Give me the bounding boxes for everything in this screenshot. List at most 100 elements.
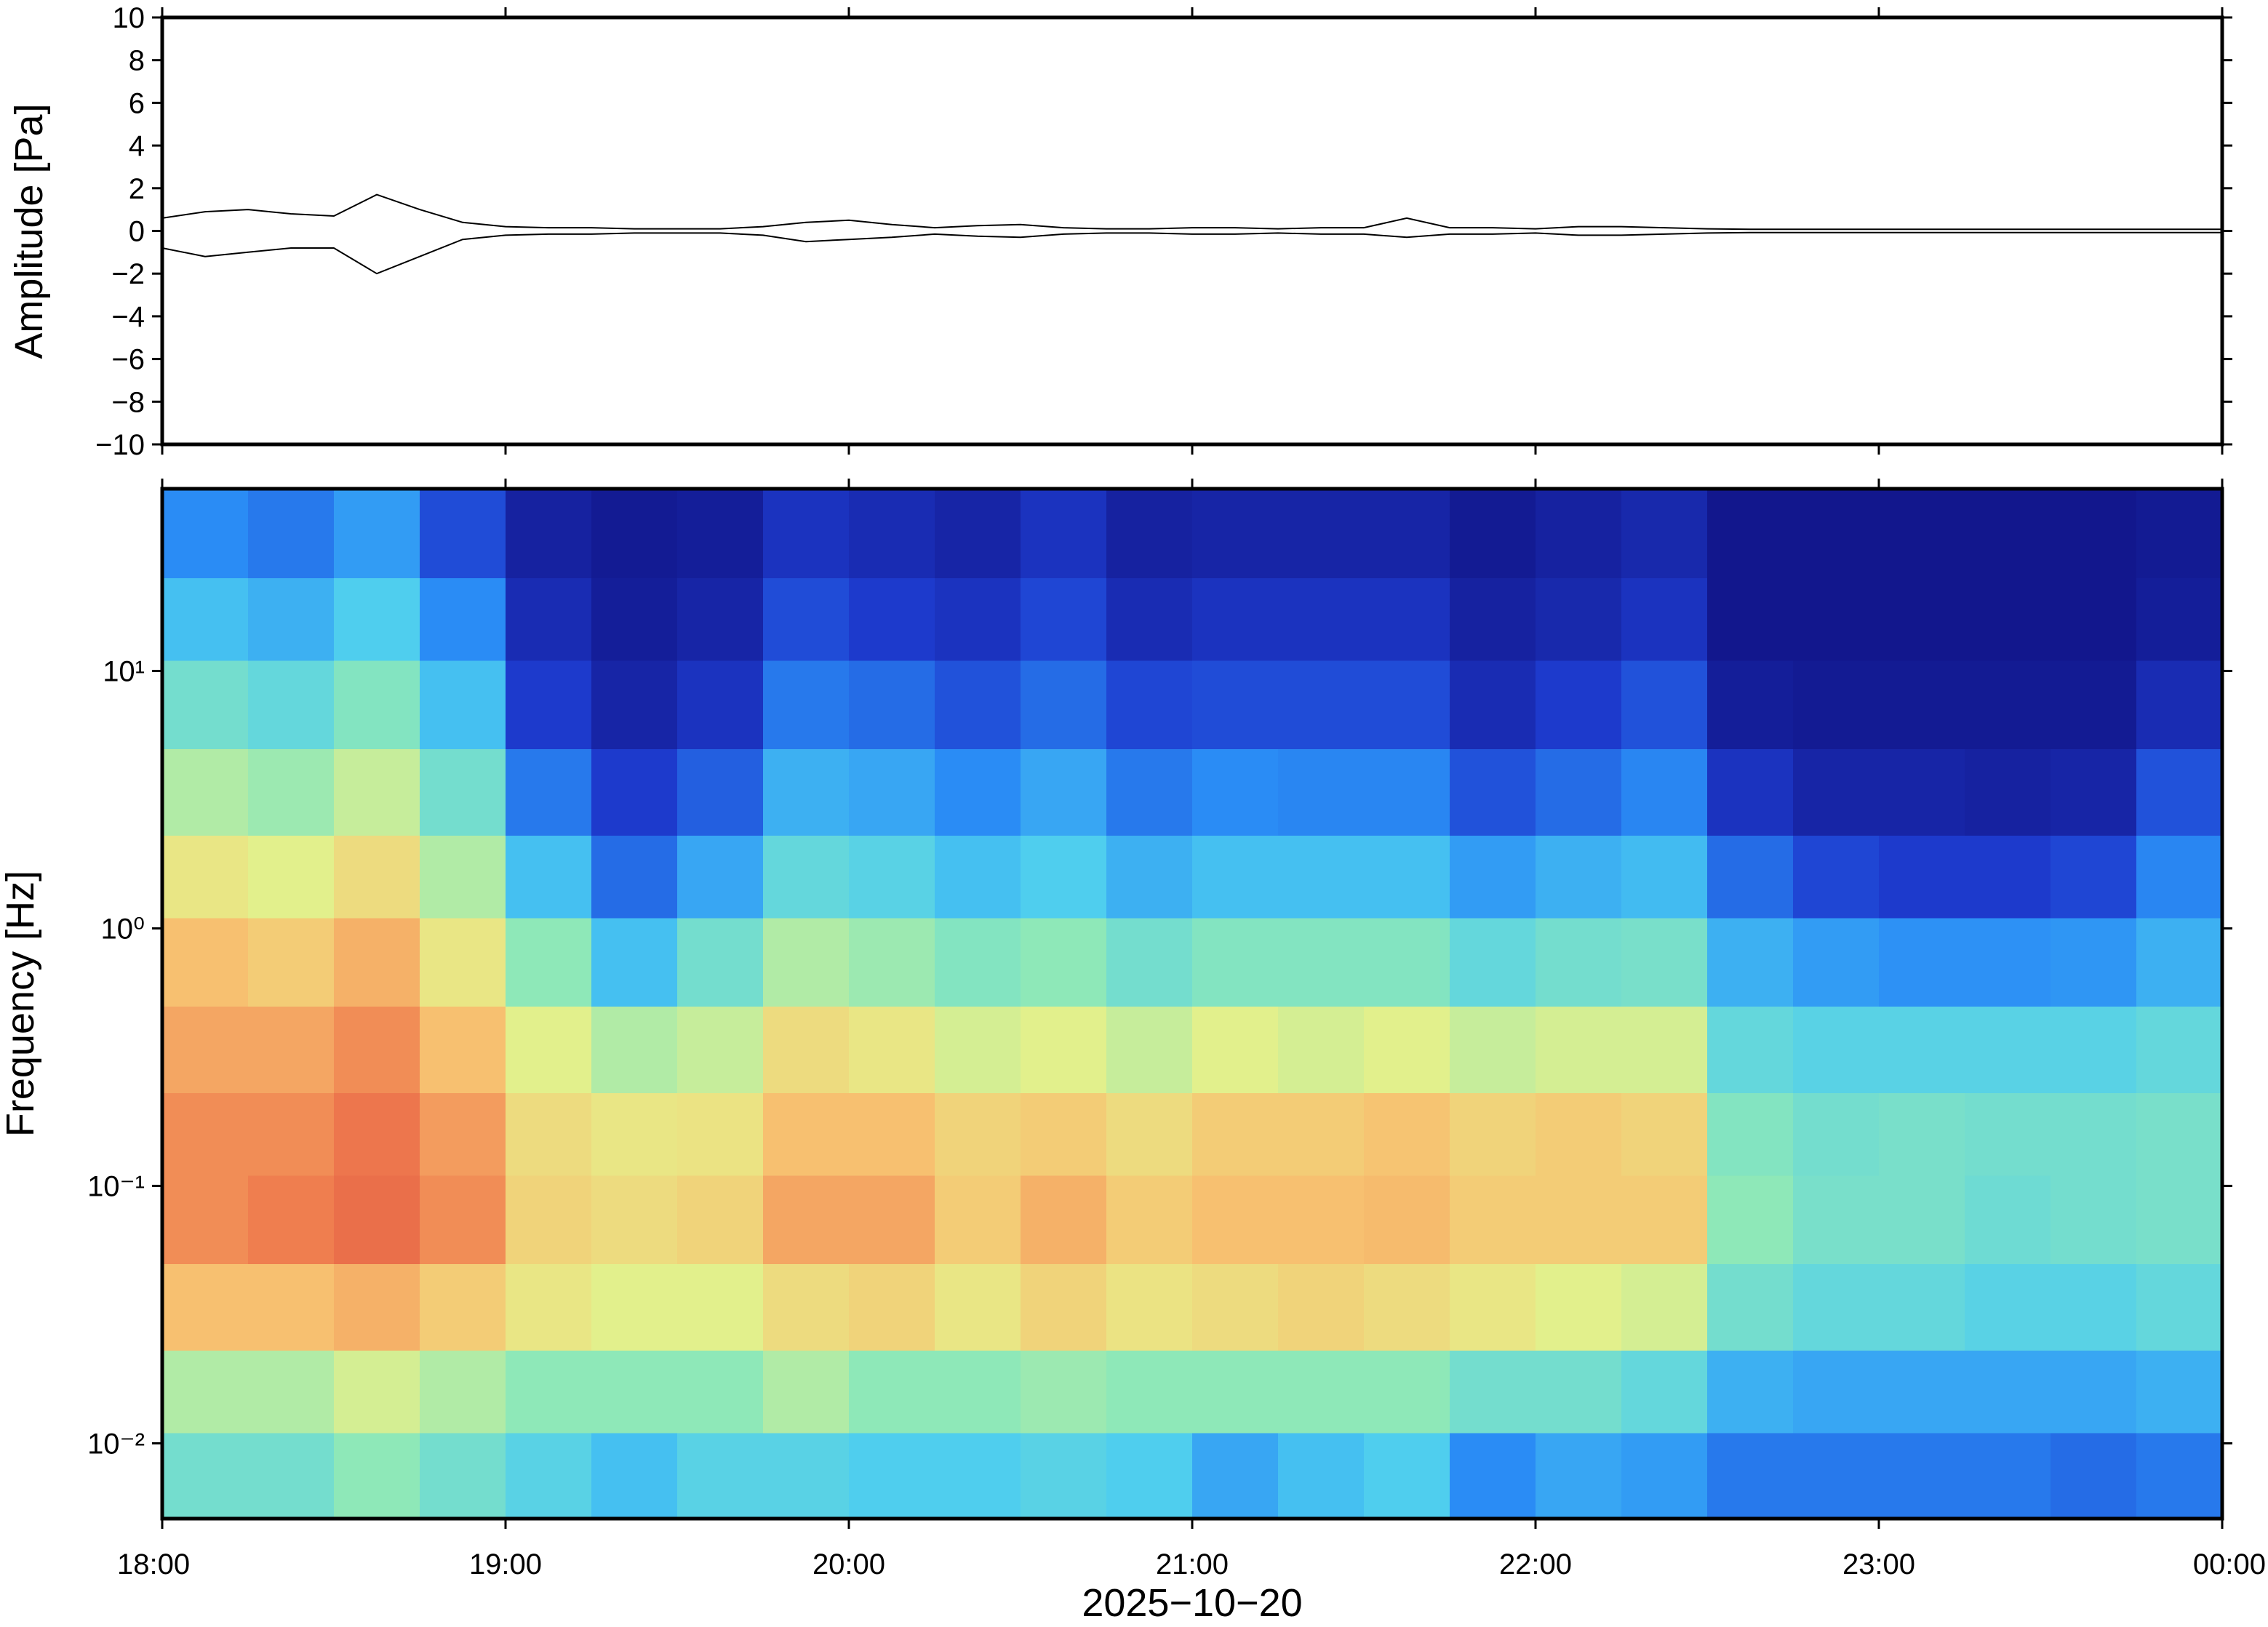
spectrogram-cell — [591, 577, 678, 661]
spectrogram-cell — [1879, 835, 1965, 919]
y-tick-label: 10 — [113, 2, 145, 34]
spectrogram-cell — [1278, 917, 1365, 1007]
spectrogram-cell — [162, 1263, 249, 1351]
spectrogram-cell — [1621, 577, 1708, 661]
spectrogram-cell — [1021, 748, 1107, 836]
spectrogram-cell — [248, 577, 335, 661]
spectrogram-cell — [1965, 1263, 2051, 1351]
spectrogram-cell — [2051, 1432, 2137, 1519]
spectrogram-cell — [1965, 1350, 2051, 1434]
spectrogram-cell — [1707, 1006, 1794, 1094]
spectrogram-cell — [248, 1092, 335, 1176]
spectrogram-cell — [1879, 1350, 1965, 1434]
spectrogram-cell — [334, 748, 420, 836]
spectrogram-cell — [1965, 1006, 2051, 1094]
spectrogram-cell — [2051, 917, 2137, 1007]
y-tick-label: 10⁻² — [87, 1428, 145, 1460]
spectrogram-cell — [677, 917, 764, 1007]
spectrogram-cell — [849, 1432, 935, 1519]
spectrogram-cell — [2136, 1175, 2223, 1264]
spectrogram-cell — [1707, 748, 1794, 836]
spectrogram-cell — [248, 835, 335, 919]
spectrogram-cell — [248, 1175, 335, 1264]
spectrogram-cell — [248, 748, 335, 836]
x-tick-label: 21:00 — [1156, 1548, 1229, 1580]
spectrogram-cell — [935, 835, 1021, 919]
spectrogram-cell — [1536, 660, 1622, 749]
spectrogram-cell — [2136, 748, 2223, 836]
spectrogram-cell — [1021, 489, 1107, 579]
spectrogram-cell — [162, 489, 249, 579]
y-tick-label: 10¹ — [103, 655, 145, 687]
spectrogram-cell — [248, 660, 335, 749]
spectrogram-cell — [1106, 1432, 1193, 1519]
spectrogram-cell — [1450, 1006, 1536, 1094]
spectrogram-cell — [1536, 1006, 1622, 1094]
spectrogram-cell — [1364, 917, 1450, 1007]
spectrogram-cell — [1106, 835, 1193, 919]
spectrogram-cell — [849, 660, 935, 749]
spectrogram-cell — [1106, 1350, 1193, 1434]
spectrogram-cell — [1106, 577, 1193, 661]
spectrogram-cell — [162, 917, 249, 1007]
spectrogram-cell — [849, 1006, 935, 1094]
y-tick-label: −8 — [111, 386, 145, 418]
spectrogram-cell — [1536, 577, 1622, 661]
spectrogram-cell — [1793, 1006, 1880, 1094]
spectrogram-cell — [1192, 577, 1279, 661]
spectrogram-cell — [334, 1006, 420, 1094]
spectrogram-cell — [677, 1263, 764, 1351]
spectrogram-cell — [677, 1006, 764, 1094]
spectrogram-cell — [591, 1432, 678, 1519]
spectrogram-cell — [334, 1432, 420, 1519]
spectrogram-cell — [1621, 1432, 1708, 1519]
spectrogram-cell — [1364, 489, 1450, 579]
spectrogram-cell — [1621, 1006, 1708, 1094]
spectrogram-cell — [162, 660, 249, 749]
spectrogram-cell — [1965, 660, 2051, 749]
spectrogram-cell — [1621, 835, 1708, 919]
spectrogram-cell — [1621, 660, 1708, 749]
spectrogram-cell — [506, 660, 592, 749]
spectrogram-cell — [763, 748, 850, 836]
spectrogram-cell — [1364, 1006, 1450, 1094]
spectrogram-cell — [935, 748, 1021, 836]
spectrogram-cell — [1364, 1432, 1450, 1519]
spectrogram-cell — [1106, 1092, 1193, 1176]
spectrogram-cell — [1707, 1092, 1794, 1176]
y-tick-label: −10 — [95, 429, 145, 461]
x-tick-label: 20:00 — [812, 1548, 885, 1580]
spectrogram-cell — [1536, 1092, 1622, 1176]
spectrogram-cell — [935, 1432, 1021, 1519]
spectrogram-cell — [248, 1432, 335, 1519]
spectrogram-cell — [1879, 1175, 1965, 1264]
spectrogram-cell — [1793, 917, 1880, 1007]
spectrogram-cell — [420, 1175, 506, 1264]
spectrogram-cell — [1278, 1263, 1365, 1351]
spectrogram-cell — [677, 1432, 764, 1519]
spectrogram-cell — [1106, 489, 1193, 579]
x-axis-title: 2025−10−20 — [1082, 1581, 1302, 1623]
spectrogram-cell — [763, 489, 850, 579]
spectrogram-cell — [1879, 1006, 1965, 1094]
spectrogram-cell — [2051, 489, 2137, 579]
spectrogram-cell — [162, 1432, 249, 1519]
x-tick-label: 22:00 — [1499, 1548, 1572, 1580]
spectrogram-cell — [763, 577, 850, 661]
spectrogram-cell — [677, 1350, 764, 1434]
spectrogram-cell — [2051, 577, 2137, 661]
spectrogram-cell — [1364, 835, 1450, 919]
spectrogram-cell — [1021, 1263, 1107, 1351]
spectrogram-cell — [1536, 917, 1622, 1007]
spectrogram-cell — [935, 1350, 1021, 1434]
spectrogram-cell — [1278, 748, 1365, 836]
spectrogram-cell — [677, 489, 764, 579]
waveform-envelope — [161, 193, 2222, 231]
spectrogram-cell — [420, 748, 506, 836]
spectrogram-cell — [420, 1263, 506, 1351]
y-tick-label: 4 — [129, 130, 145, 162]
spectrogram-cell — [1707, 1350, 1794, 1434]
spectrogram-cell — [1793, 748, 1880, 836]
spectrogram-cell — [1965, 489, 2051, 579]
spectrogram-cell — [334, 835, 420, 919]
